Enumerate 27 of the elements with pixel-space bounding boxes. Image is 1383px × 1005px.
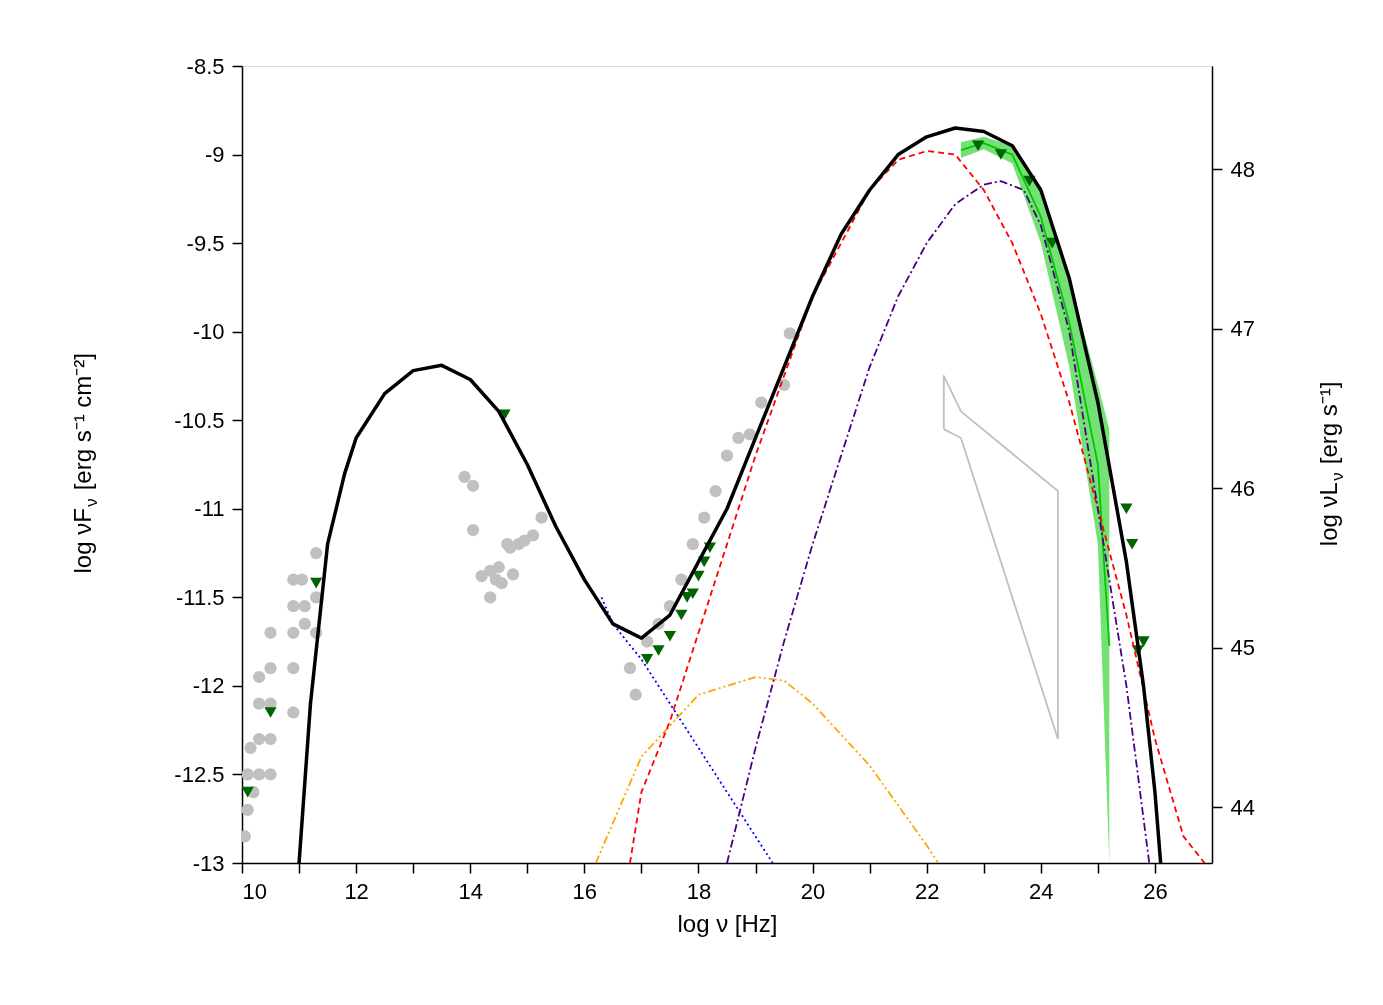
x-tick-label: 14 bbox=[458, 878, 483, 904]
x-tick-label: 24 bbox=[1029, 878, 1054, 904]
x-tick-label: 16 bbox=[572, 878, 598, 904]
y-tick-label: -10 bbox=[192, 319, 225, 345]
x-tick-label: 10 bbox=[242, 878, 267, 904]
y-tick-label: -10.5 bbox=[174, 407, 225, 433]
x-axis-title: log ν [Hz] bbox=[677, 909, 778, 937]
y-tick-label: -12 bbox=[192, 673, 225, 699]
y2-tick-label: 45 bbox=[1230, 635, 1255, 661]
y-axis-title: log νFν [erg s⁻¹ cm⁻²] bbox=[69, 353, 102, 574]
y2-tick-label: 46 bbox=[1230, 475, 1255, 501]
y2-tick-label: 44 bbox=[1230, 794, 1255, 820]
x-tick-label: 22 bbox=[914, 878, 940, 904]
x-tick-label: 12 bbox=[344, 878, 369, 904]
x-tick-label: 26 bbox=[1143, 878, 1168, 904]
y-tick-label: -9 bbox=[204, 142, 225, 168]
y2-tick-label: 48 bbox=[1230, 156, 1255, 182]
x-tick-label: 20 bbox=[800, 878, 826, 904]
y-tick-label: -8.5 bbox=[186, 53, 225, 79]
y-tick-label: -11.5 bbox=[175, 584, 225, 610]
x-tick-label: 18 bbox=[686, 878, 712, 904]
y2-tick-label: 47 bbox=[1230, 316, 1255, 342]
y2-axis-title: log νLν [erg s⁻¹] bbox=[1315, 381, 1348, 547]
y-tick-label: -13 bbox=[192, 850, 225, 876]
y-tick-label: -12.5 bbox=[174, 761, 225, 787]
y-tick-label: -9.5 bbox=[186, 230, 225, 256]
y-tick-label: -11 bbox=[194, 496, 225, 522]
